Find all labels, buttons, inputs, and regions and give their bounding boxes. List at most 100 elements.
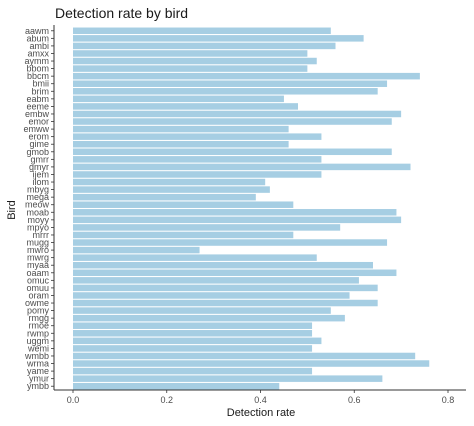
bar-mwrg <box>73 254 317 261</box>
bar-aawm <box>73 27 331 35</box>
y-tick-label: mwro <box>27 245 49 255</box>
y-tick-label: moab <box>26 207 49 217</box>
y-tick-label: ambi <box>29 41 49 51</box>
y-tick-label: uggm <box>26 336 49 346</box>
bar-mega <box>73 193 256 201</box>
bar-myaa <box>73 261 373 269</box>
bar-bbcm <box>73 72 420 80</box>
x-tick-labels: 0.0 0.2 0.4 0.6 0.8 <box>67 390 455 405</box>
x-tick-label: 0.4 <box>254 395 267 405</box>
y-tick-label: embw <box>25 109 50 119</box>
bar-abum <box>73 35 364 42</box>
y-tick-label: omuu <box>26 283 49 293</box>
y-tick-label: meow <box>25 200 50 210</box>
bar-moab <box>73 209 397 216</box>
bar-rwmp <box>73 330 313 337</box>
bar-mwro <box>73 246 200 254</box>
bar-owme <box>73 299 378 307</box>
y-tick-label: gime <box>29 139 49 149</box>
y-tick-label: ilom <box>32 177 49 187</box>
y-tick-label: mugg <box>26 238 49 248</box>
bar-wemi <box>73 345 313 352</box>
x-axis-label: Detection rate <box>227 407 295 419</box>
y-tick-label: owme <box>25 298 49 308</box>
y-tick-label: wmbb <box>24 351 49 361</box>
bar-emww <box>73 125 289 133</box>
y-tick-label: rwmp <box>27 328 49 338</box>
bar-ymbb <box>73 382 280 390</box>
y-tick-labels: aawmabumambiamxxaymmbbombbcmbmiibrimeabm… <box>23 26 54 391</box>
x-tick-label: 0.2 <box>160 395 173 405</box>
bars-group <box>73 27 430 390</box>
y-tick-label: abum <box>26 33 49 43</box>
bar-uggm <box>73 337 322 345</box>
x-tick-label: 0.0 <box>67 395 80 405</box>
y-tick-label: omuc <box>27 275 50 285</box>
bar-aymm <box>73 57 317 65</box>
bar-amxx <box>73 50 308 57</box>
bar-meow <box>73 201 294 208</box>
bar-eeme <box>73 103 298 110</box>
y-tick-label: gmyr <box>29 162 49 172</box>
bar-emor <box>73 118 392 125</box>
y-tick-label: emww <box>23 124 49 134</box>
bar-omuu <box>73 284 378 292</box>
y-tick-label: bmii <box>32 79 49 89</box>
bar-ijem <box>73 171 322 178</box>
bar-mbyg <box>73 186 270 193</box>
x-tick-label: 0.8 <box>442 395 455 405</box>
bar-mugg <box>73 239 388 246</box>
bar-mrrr <box>73 231 294 239</box>
y-tick-label: brim <box>32 86 50 96</box>
bar-ambi <box>73 42 336 50</box>
bar-eabm <box>73 95 284 103</box>
y-tick-label: emor <box>28 117 49 127</box>
y-tick-label: eabm <box>26 94 49 104</box>
bar-gmrr <box>73 156 322 163</box>
chart-title: Detection rate by bird <box>55 5 188 21</box>
bar-yame <box>73 367 313 375</box>
bar-moyy <box>73 216 402 224</box>
bar-gime <box>73 140 289 148</box>
y-tick-label: mpyo <box>27 222 49 232</box>
bar-mpyo <box>73 224 341 231</box>
y-axis-label: Bird <box>6 200 18 220</box>
y-tick-label: gmrr <box>31 154 50 164</box>
y-tick-label: mwrg <box>27 253 49 263</box>
bar-wrma <box>73 360 430 367</box>
bar-oram <box>73 292 350 299</box>
bar-ilom <box>73 178 266 186</box>
y-tick-label: oram <box>28 290 49 300</box>
y-tick-label: oaam <box>26 268 49 278</box>
y-tick-label: ymur <box>29 374 49 384</box>
x-tick-label: 0.6 <box>348 395 361 405</box>
y-tick-label: pomy <box>27 306 50 316</box>
y-tick-label: moyy <box>27 215 49 225</box>
y-tick-label: ijem <box>32 169 49 179</box>
bar-pomy <box>73 307 331 314</box>
y-tick-label: amxx <box>27 48 49 58</box>
y-tick-label: myaa <box>27 260 49 270</box>
y-tick-label: yame <box>27 366 49 376</box>
y-tick-label: wrma <box>26 359 49 369</box>
bar-brim <box>73 88 378 95</box>
y-tick-label: mrrr <box>33 230 50 240</box>
bar-ymur <box>73 375 383 382</box>
y-tick-label: mbyg <box>27 185 49 195</box>
y-tick-label: eeme <box>26 101 49 111</box>
bar-wmbb <box>73 352 416 360</box>
y-tick-label: rmoe <box>28 321 49 331</box>
y-tick-label: bbcm <box>27 71 49 81</box>
bar-rmoe <box>73 322 313 329</box>
bar-omuc <box>73 277 359 284</box>
y-tick-label: wemi <box>27 343 49 353</box>
bar-gmob <box>73 148 392 156</box>
y-tick-label: bbom <box>26 64 49 74</box>
bar-gmyr <box>73 163 411 171</box>
bar-rmgg <box>73 314 345 322</box>
bar-erom <box>73 133 322 140</box>
y-tick-label: mega <box>26 192 49 202</box>
y-tick-label: ymbb <box>27 381 49 391</box>
bar-oaam <box>73 269 397 277</box>
